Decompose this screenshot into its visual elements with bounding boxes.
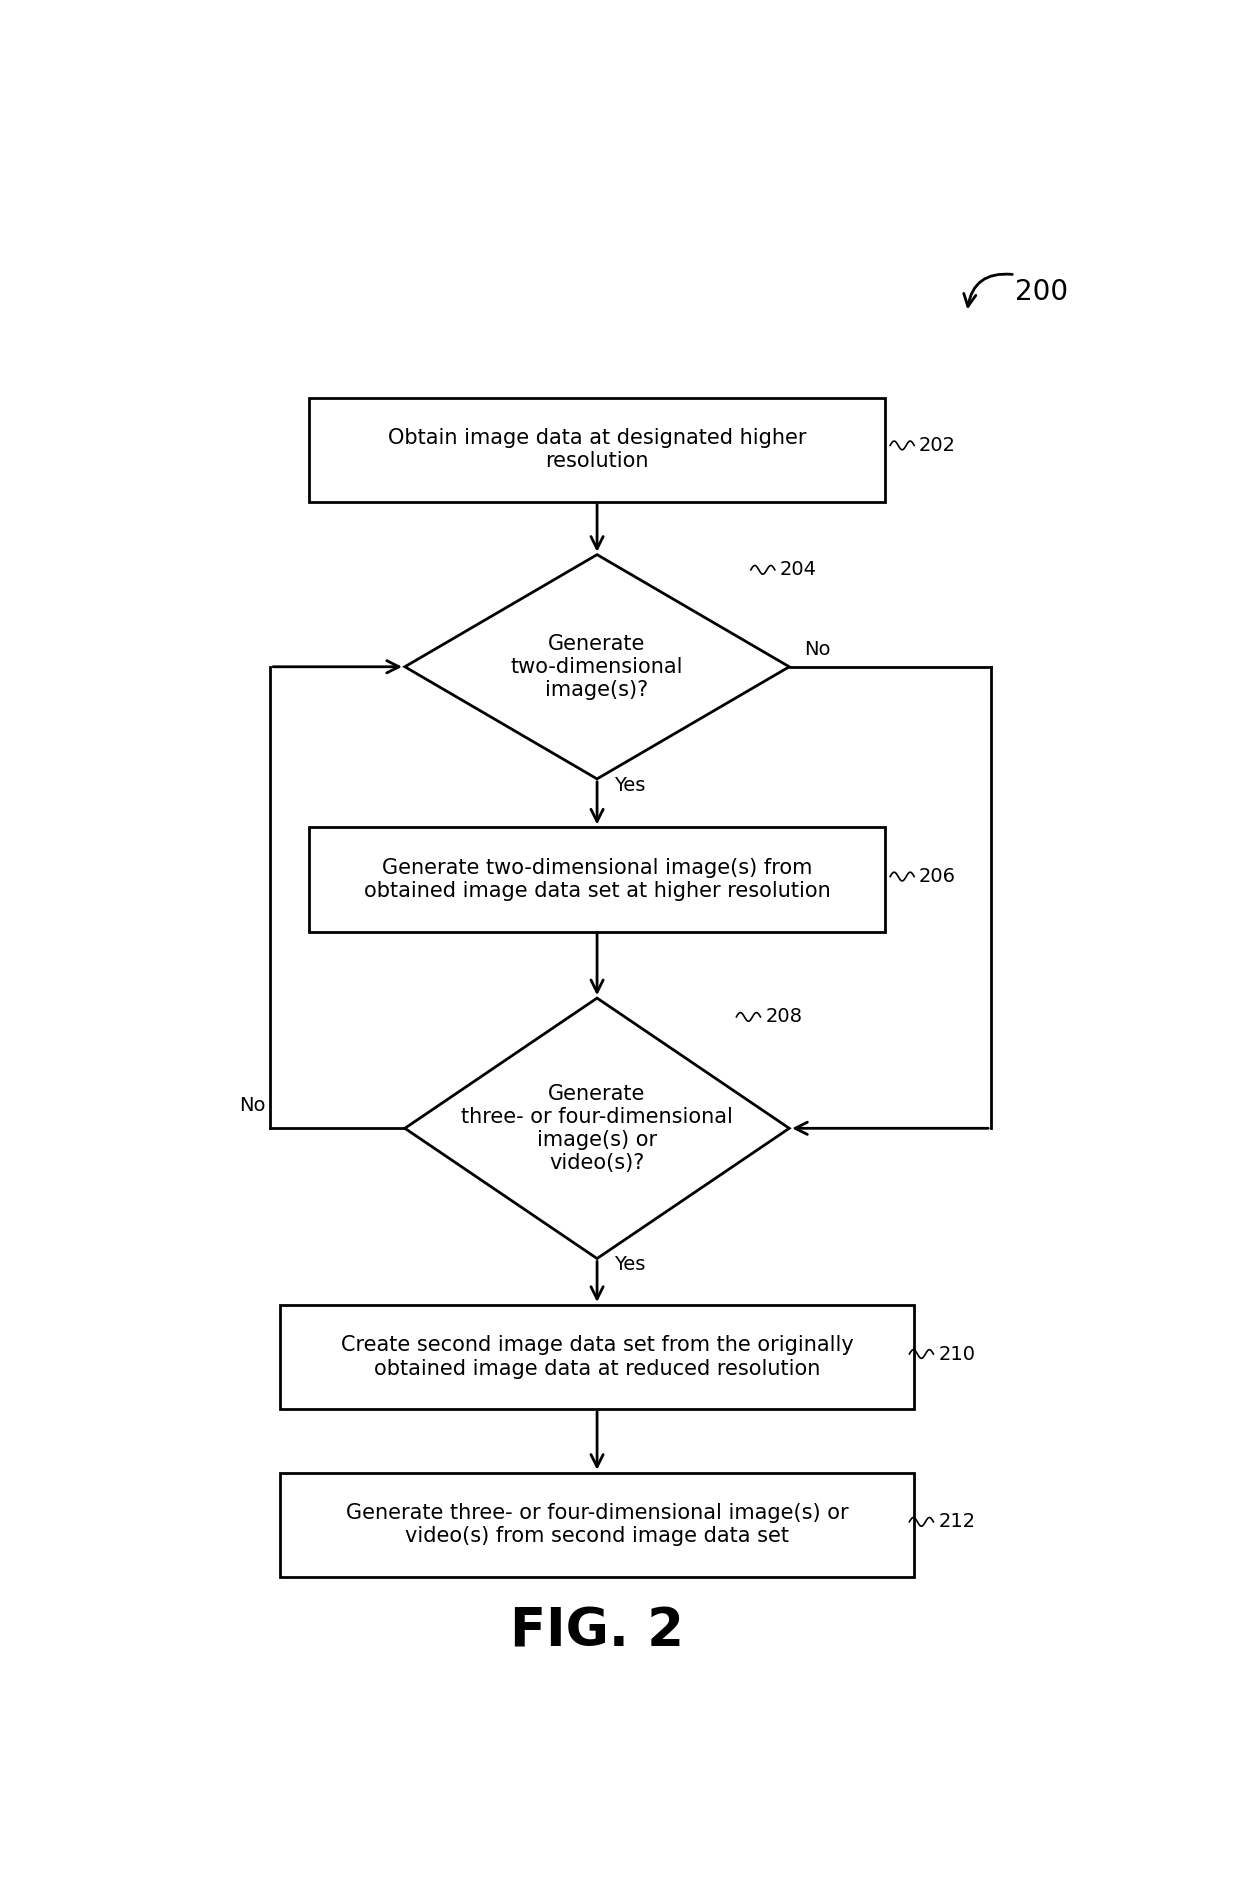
FancyBboxPatch shape xyxy=(280,1304,914,1409)
Text: Generate
two-dimensional
image(s)?: Generate two-dimensional image(s)? xyxy=(511,633,683,701)
FancyBboxPatch shape xyxy=(309,398,885,502)
Polygon shape xyxy=(404,554,789,780)
Text: 206: 206 xyxy=(919,866,956,887)
Text: Generate two-dimensional image(s) from
obtained image data set at higher resolut: Generate two-dimensional image(s) from o… xyxy=(363,859,831,902)
Text: Generate
three- or four-dimensional
image(s) or
video(s)?: Generate three- or four-dimensional imag… xyxy=(461,1084,733,1172)
FancyBboxPatch shape xyxy=(309,827,885,932)
Polygon shape xyxy=(404,998,789,1259)
Text: Yes: Yes xyxy=(614,1255,646,1274)
FancyBboxPatch shape xyxy=(280,1473,914,1576)
Text: Obtain image data at designated higher
resolution: Obtain image data at designated higher r… xyxy=(388,428,806,472)
Text: No: No xyxy=(804,641,830,660)
Text: FIG. 2: FIG. 2 xyxy=(510,1607,684,1657)
Text: 202: 202 xyxy=(919,436,956,455)
Text: Generate three- or four-dimensional image(s) or
video(s) from second image data : Generate three- or four-dimensional imag… xyxy=(346,1503,848,1546)
Text: 210: 210 xyxy=(939,1345,975,1364)
Text: 208: 208 xyxy=(765,1007,802,1026)
Text: No: No xyxy=(239,1095,265,1114)
Text: 212: 212 xyxy=(939,1513,976,1531)
Text: Create second image data set from the originally
obtained image data at reduced : Create second image data set from the or… xyxy=(341,1336,853,1379)
Text: Yes: Yes xyxy=(614,776,646,795)
Text: 200: 200 xyxy=(1016,278,1068,306)
Text: 204: 204 xyxy=(780,560,817,579)
